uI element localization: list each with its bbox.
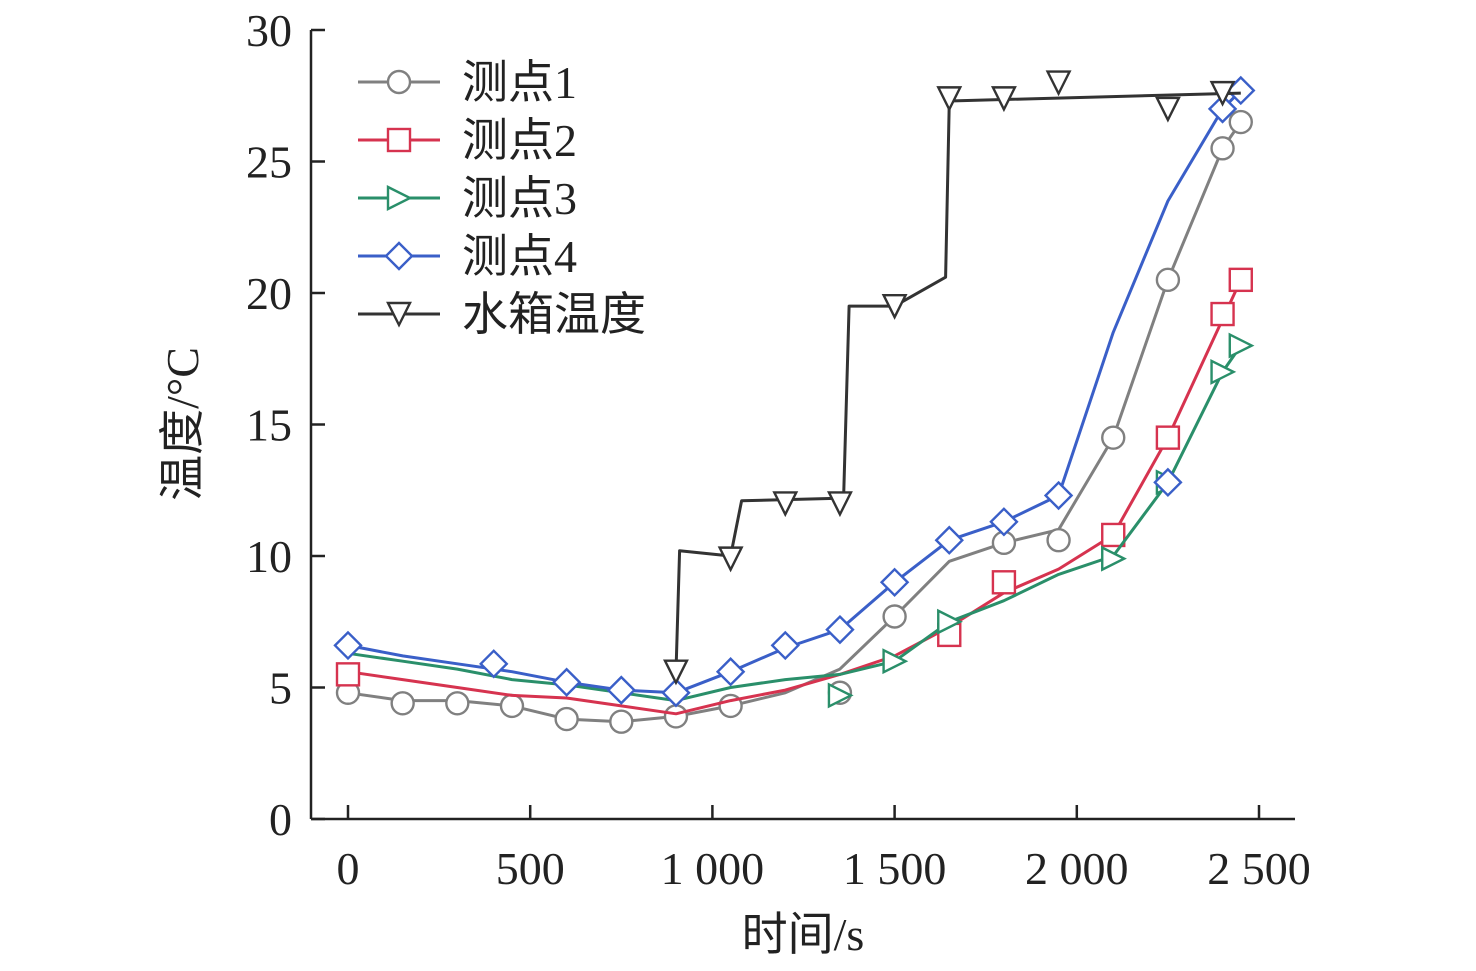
series-2 bbox=[335, 267, 1253, 716]
y-tick-label: 25 bbox=[246, 137, 292, 188]
series-marker bbox=[826, 491, 853, 518]
series-marker bbox=[1207, 94, 1238, 124]
series-marker bbox=[717, 546, 744, 573]
series-marker bbox=[1101, 545, 1127, 572]
series-marker bbox=[879, 567, 910, 597]
series-line bbox=[347, 279, 1243, 716]
series-marker bbox=[609, 709, 634, 734]
series-marker bbox=[772, 491, 799, 518]
legend-item: 测点1 bbox=[358, 57, 577, 108]
series-marker bbox=[881, 293, 908, 320]
series-marker bbox=[1228, 332, 1255, 359]
series-marker bbox=[1228, 267, 1253, 293]
series-marker bbox=[882, 648, 909, 675]
series-marker bbox=[554, 706, 579, 732]
series-line bbox=[347, 344, 1243, 703]
series-marker bbox=[479, 649, 509, 679]
series-marker bbox=[606, 675, 636, 705]
series-marker bbox=[1155, 267, 1181, 293]
y-ticks: 0 5 10 15 20 25 30 bbox=[246, 5, 325, 845]
series-marker bbox=[445, 691, 470, 716]
series-marker bbox=[1153, 467, 1183, 498]
series-marker bbox=[390, 691, 415, 716]
series-line bbox=[347, 89, 1242, 695]
series-marker bbox=[663, 659, 689, 686]
series-marker bbox=[1046, 528, 1071, 553]
x-tick-label: 1 500 bbox=[843, 843, 947, 894]
legend-marker bbox=[386, 301, 412, 328]
legend-marker bbox=[386, 69, 412, 95]
series-line bbox=[674, 91, 1241, 672]
legend-marker bbox=[386, 127, 412, 153]
series-marker bbox=[1210, 301, 1235, 327]
series-marker bbox=[825, 614, 855, 645]
series-marker bbox=[1155, 425, 1181, 450]
series-marker bbox=[827, 682, 854, 709]
legend-marker bbox=[384, 241, 414, 271]
legend-item: 测点2 bbox=[358, 115, 577, 166]
x-tick-label: 1 000 bbox=[661, 843, 765, 894]
y-tick-label: 0 bbox=[269, 794, 292, 845]
series-marker bbox=[335, 662, 361, 687]
series-marker bbox=[1101, 425, 1126, 450]
legend-item: 测点4 bbox=[358, 231, 577, 282]
legend-label: 测点3 bbox=[462, 173, 577, 224]
series-marker bbox=[499, 693, 525, 719]
legend-marker bbox=[386, 185, 413, 211]
legend-item: 测点3 bbox=[358, 173, 577, 224]
series-marker bbox=[937, 608, 963, 635]
series-marker bbox=[333, 630, 363, 661]
series-marker bbox=[715, 657, 746, 687]
series-marker bbox=[1101, 522, 1126, 548]
series-marker bbox=[1210, 358, 1237, 385]
x-tick-label: 2 000 bbox=[1025, 843, 1129, 894]
y-tick-label: 10 bbox=[246, 531, 292, 582]
series-5 bbox=[663, 70, 1241, 686]
y-tick-label: 5 bbox=[269, 663, 292, 714]
series-marker bbox=[989, 507, 1019, 537]
series-marker bbox=[990, 86, 1017, 113]
series-marker bbox=[936, 86, 963, 113]
legend-label: 测点2 bbox=[462, 115, 577, 166]
series-marker bbox=[663, 704, 689, 729]
y-axis-title: 温度/°C bbox=[157, 347, 208, 501]
x-ticks: 0 500 1 000 1 500 2 000 2 500 bbox=[337, 805, 1311, 894]
series-marker bbox=[1043, 480, 1074, 511]
series-marker bbox=[934, 525, 964, 555]
y-tick-label: 15 bbox=[246, 400, 292, 451]
series-layer bbox=[333, 70, 1256, 734]
axes: 0 5 10 15 20 25 30 0 500 1 000 1 500 2 000 2 500 bbox=[246, 5, 1311, 894]
x-tick-label: 2 500 bbox=[1207, 843, 1311, 894]
series-4 bbox=[333, 75, 1256, 708]
series-marker bbox=[1045, 70, 1072, 97]
series-marker bbox=[991, 570, 1017, 595]
series-marker bbox=[882, 604, 907, 629]
series-marker bbox=[1154, 96, 1181, 123]
x-tick-label: 0 bbox=[337, 843, 360, 894]
x-axis-title: 时间/s bbox=[742, 909, 865, 960]
series-marker bbox=[661, 678, 691, 708]
legend-label: 水箱温度 bbox=[462, 289, 646, 340]
legend-label: 测点4 bbox=[462, 231, 577, 282]
legend: 测点1 测点2 测点3 测点4 水箱温度 bbox=[358, 57, 646, 340]
legend-label: 测点1 bbox=[462, 57, 577, 108]
series-marker bbox=[1228, 109, 1253, 135]
series-marker bbox=[1209, 80, 1236, 107]
x-tick-label: 500 bbox=[496, 843, 565, 894]
series-marker bbox=[1210, 136, 1235, 161]
series-marker bbox=[551, 667, 582, 697]
series-3 bbox=[347, 332, 1255, 709]
y-tick-label: 20 bbox=[246, 268, 292, 319]
legend-item: 水箱温度 bbox=[358, 289, 646, 340]
y-tick-label: 30 bbox=[246, 5, 292, 56]
series-marker bbox=[770, 630, 800, 661]
